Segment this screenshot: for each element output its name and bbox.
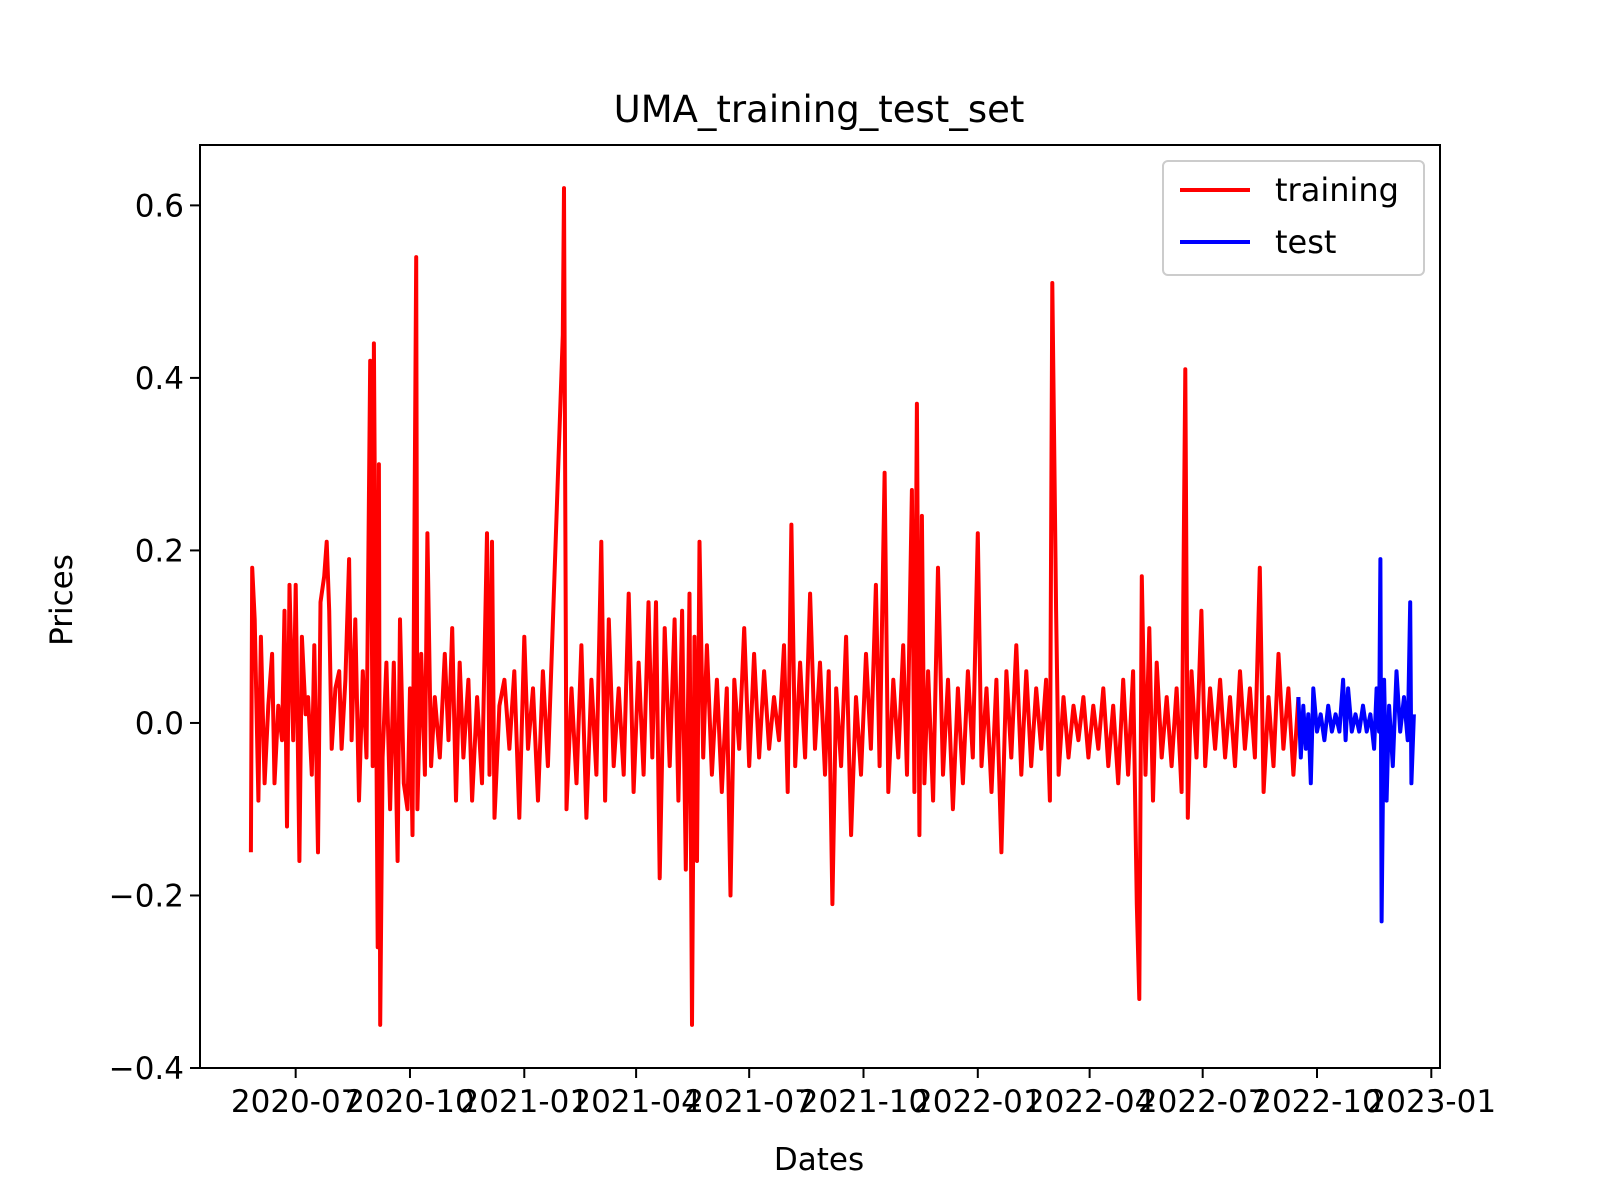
x-tick-label: 2021-07 (684, 1084, 814, 1120)
legend: training test (1162, 160, 1425, 276)
x-tick-label: 2022-10 (1252, 1084, 1382, 1120)
x-tick-label: 2021-04 (571, 1084, 701, 1120)
x-tick-label: 2020-07 (231, 1084, 361, 1120)
legend-label-test: test (1275, 223, 1336, 261)
chart-title: UMA_training_test_set (614, 88, 1025, 131)
x-tick-label: 2021-10 (799, 1084, 929, 1120)
series-layer (248, 186, 1416, 1027)
x-tick-label: 2022-01 (913, 1084, 1043, 1120)
legend-label-training: training (1275, 171, 1399, 209)
y-tick-label: 0.0 (135, 706, 184, 742)
x-tick-label: 2023-01 (1367, 1084, 1497, 1120)
y-tick-label: 0.6 (135, 188, 184, 224)
y-tick-label: −0.4 (109, 1051, 184, 1087)
y-tick-label: −0.2 (109, 878, 184, 914)
x-ticks-layer: 2020-072020-102021-012021-042021-072021-… (231, 1068, 1496, 1120)
y-axis-label: Prices (44, 554, 80, 646)
x-tick-label: 2020-10 (345, 1084, 475, 1120)
x-tick-label: 2022-07 (1138, 1084, 1268, 1120)
x-tick-label: 2022-04 (1025, 1084, 1155, 1120)
y-tick-label: 0.2 (135, 533, 184, 569)
series-line-training (248, 186, 1301, 1027)
series-line-test (1296, 557, 1416, 924)
y-ticks-layer: −0.4 −0.2 0.0 0.2 0.4 0.6 (109, 188, 200, 1087)
plot-frame (199, 144, 1441, 1069)
y-tick-label: 0.4 (135, 361, 184, 397)
x-tick-label: 2021-01 (460, 1084, 590, 1120)
x-axis-label: Dates (774, 1142, 864, 1178)
